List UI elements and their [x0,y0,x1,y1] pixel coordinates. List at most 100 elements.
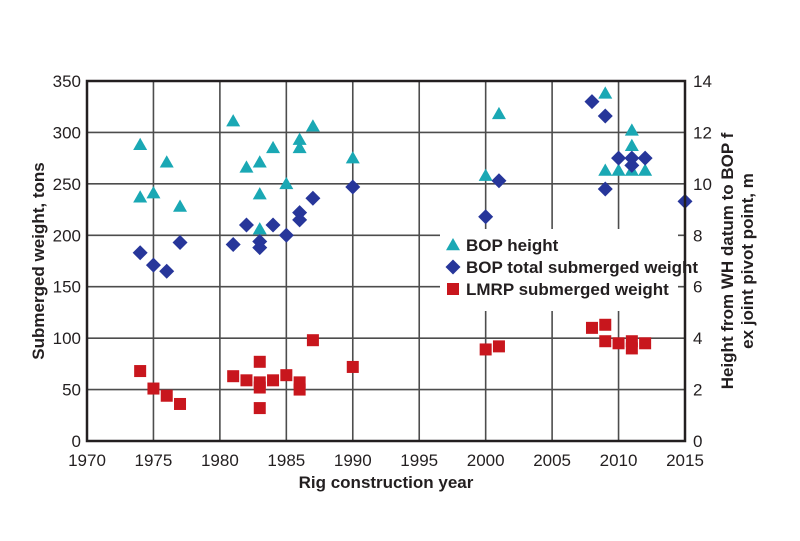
bop-height-point [598,86,613,99]
lmrp-weight-point [599,335,612,348]
lmrp-weight-point [639,337,652,350]
y2-axis-label-line2: ex joint pivot point, m [738,173,757,349]
bop-height-point [133,137,148,151]
y-tick-label: 150 [53,278,81,297]
bop-height-point [478,168,493,181]
lmrp-weight-point [147,382,160,395]
bop-height-point [252,155,267,168]
x-tick-label: 1985 [267,451,305,470]
lmrp-weight-point [267,374,280,387]
bop-height-point [146,186,161,199]
x-tick-label: 2005 [533,451,571,470]
y2-tick-label: 10 [693,175,712,194]
x-tick-label: 1975 [135,451,173,470]
bop-height-point [226,114,241,127]
lmrp-weight-point [134,365,147,378]
y2-axis-label-line1: Height from WH datum to BOP f [718,132,737,389]
bop-weight-point [278,227,294,243]
bop-height-point [345,151,360,164]
bop-height-point [305,119,320,132]
bop-height-point [239,160,254,173]
x-tick-label: 1990 [334,451,372,470]
y-tick-label: 350 [53,72,81,91]
x-tick-label: 1970 [68,451,106,470]
y-tick-label: 250 [53,175,81,194]
y-tick-label: 100 [53,329,81,348]
y-axis-label: Submerged weight, tons [29,162,48,359]
bop-weight-point [172,234,188,250]
bop-weight-point [624,157,640,173]
legend-lmrp-weight-icon [447,283,459,295]
bop-weight-point [238,217,254,233]
x-tick-label: 2010 [600,451,638,470]
legend: BOP height BOP total submerged weight LMRP… [445,236,698,299]
bop-height-point [292,140,307,154]
lmrp-weight-point [346,360,359,373]
lmrp-weight-point [253,402,266,415]
lmrp-weight-point [492,340,505,353]
bop-height-point [159,155,174,168]
lmrp-weight-point [280,369,293,382]
x-tick-label: 1995 [400,451,438,470]
legend-bop-weight-icon [445,259,461,275]
bop-height-point [252,222,267,235]
lmrp-weight-point [585,321,598,334]
bop-weight-point [252,240,268,256]
bop-height-point [624,138,639,152]
bop-height-point [598,163,613,176]
y2-tick-label: 0 [693,432,702,451]
y2-tick-label: 2 [693,381,702,400]
bop-height-point [133,190,148,203]
bop-weight-point [637,150,653,166]
bop-weight-point [584,94,600,110]
bop-height-point [611,163,626,176]
lmrp-weight-point [160,389,173,402]
y2-tick-label: 8 [693,226,702,245]
y2-tick-label: 12 [693,123,712,142]
bop-weight-point [491,173,507,189]
bop-height-point [173,199,188,212]
bop-height-point [279,176,294,190]
bop-height-point [624,123,639,136]
y2-tick-label: 14 [693,72,712,91]
legend-label: LMRP submerged weight [466,280,669,299]
lmrp-weight-point [625,342,638,355]
plot-frame [85,79,687,443]
lmrp-weight-point [174,397,187,410]
legend-label: BOP total submerged weight [466,258,698,277]
bop-weight-point [145,257,161,273]
bop-height-point [491,106,506,120]
y-tick-label: 0 [72,432,81,451]
lmrp-weight-point [253,381,266,394]
bop-height-point [252,187,267,200]
bop-weight-point [305,190,321,206]
x-tick-label: 2015 [666,451,704,470]
legend-bop-height-icon [446,238,460,251]
legend-label: BOP height [466,236,559,255]
y2-tick-label: 4 [693,329,702,348]
lmrp-weight-point [293,383,306,396]
y-tick-label: 200 [53,226,81,245]
lmrp-weight-point [240,374,253,387]
lmrp-weight-point [227,370,240,383]
bop-weight-point [611,150,627,166]
y-tick-label: 300 [53,123,81,142]
bop-weight-point [265,217,281,233]
bop-weight-point [597,108,613,124]
y-tick-labels: 0 50 100 150 200 250 300 350 [53,72,81,451]
x-tick-label: 2000 [467,451,505,470]
x-axis-label: Rig construction year [299,473,474,492]
bop-weight-point [225,237,241,253]
legend-background [440,229,678,311]
x-tick-labels: 1970 1975 1980 1985 1990 1995 2000 2005 2010 2015 [68,451,704,470]
lmrp-weight-point [306,334,319,347]
bop-weight-point [159,263,175,279]
lmrp-weight-point [479,343,492,356]
lmrp-weight-point [253,355,266,368]
lmrp-weight-point [612,337,625,350]
bop-weight-point [292,212,308,228]
bop-weight-point [597,181,613,197]
bop-weight-point [345,179,361,195]
bop-height-point [292,132,307,145]
